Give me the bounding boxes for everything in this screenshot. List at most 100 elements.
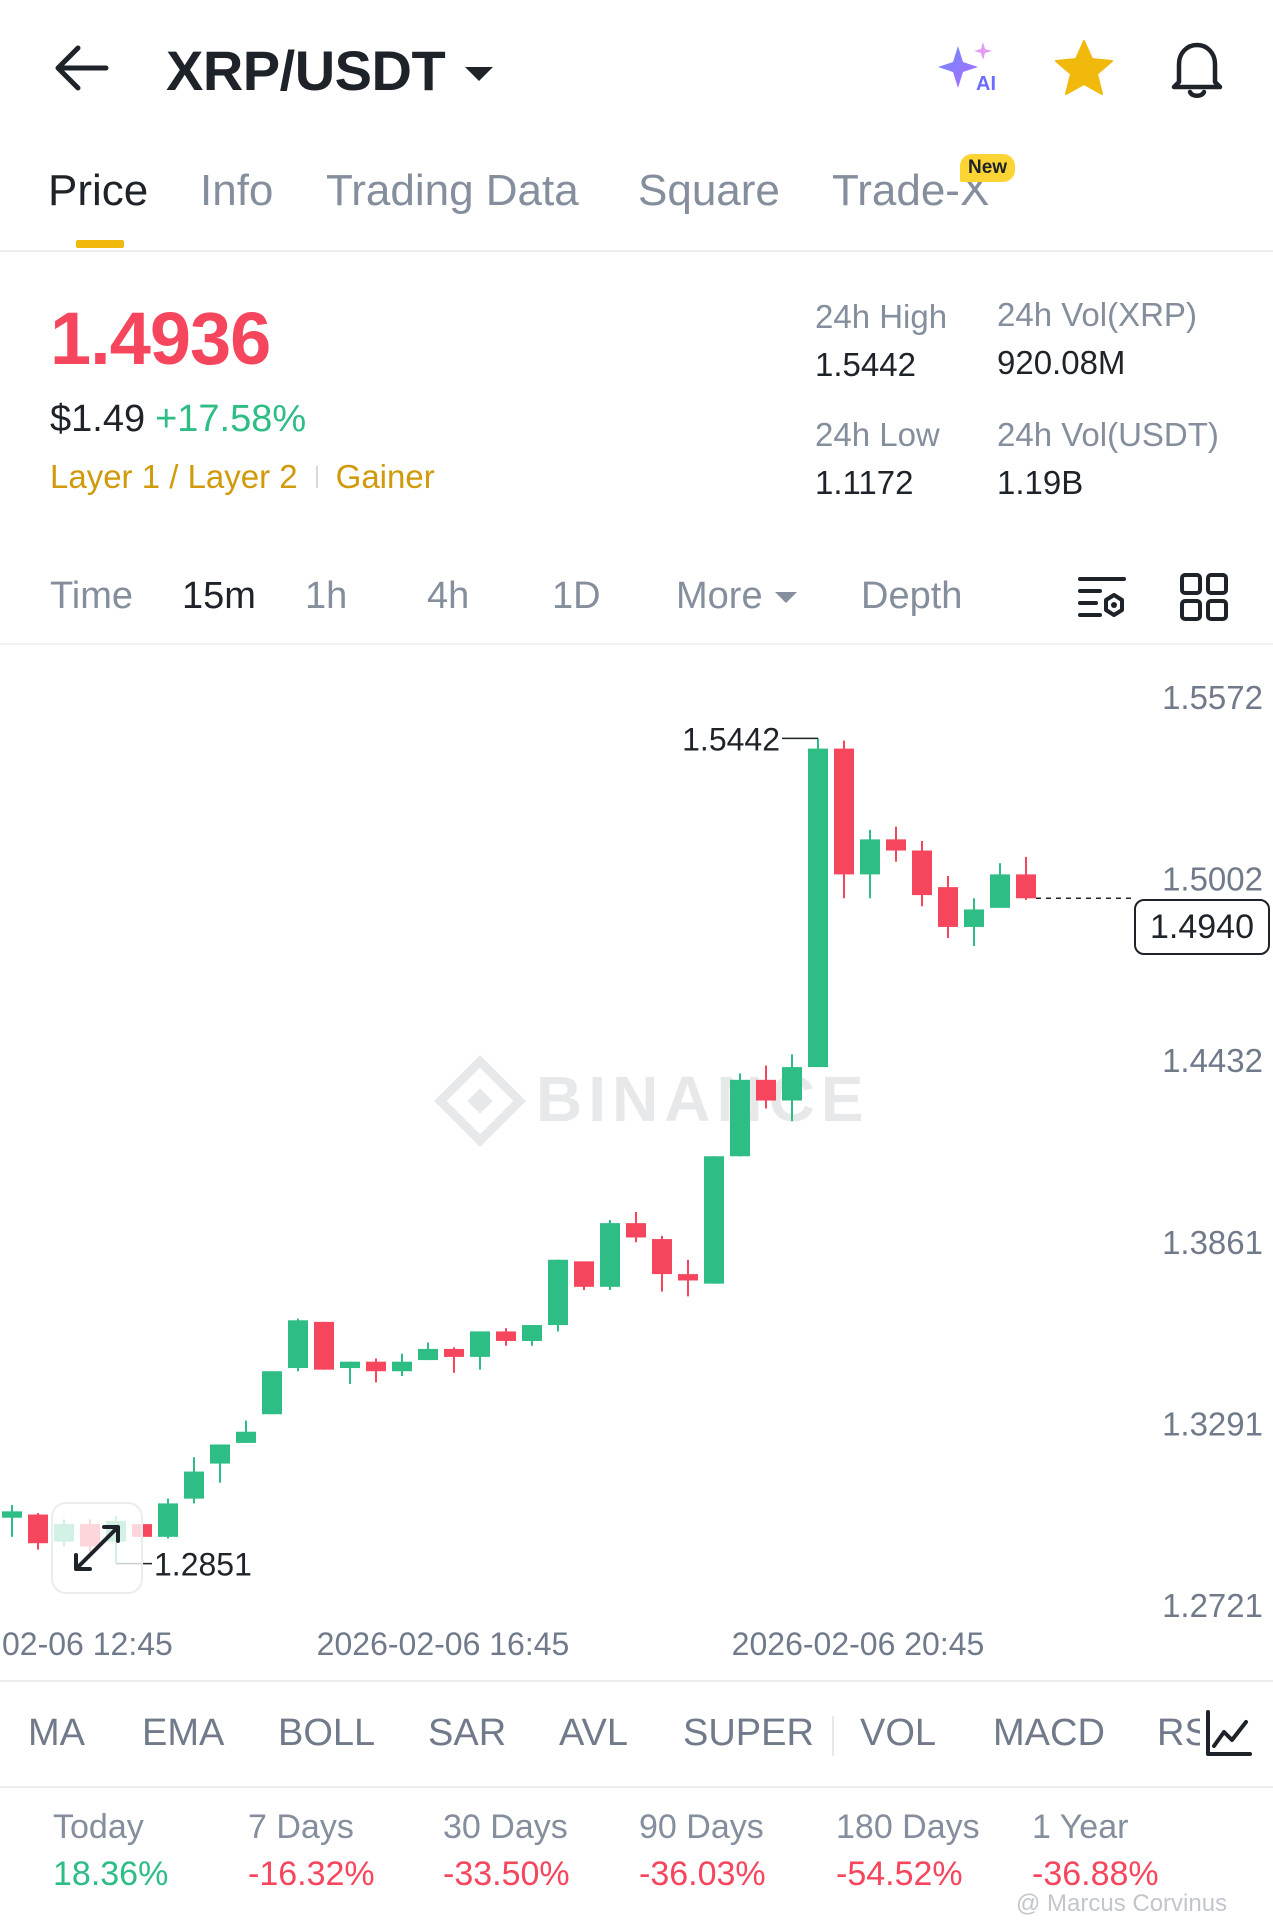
interval-depth[interactable]: Depth: [861, 575, 963, 617]
chart-canvas[interactable]: BINANCE 1.55721.50021.44321.38611.32911.…: [0, 645, 1273, 1675]
candle-body: [678, 1274, 698, 1281]
stat-label: 24h Vol(XRP): [997, 296, 1197, 333]
indicator-chart-icon[interactable]: [1200, 1706, 1256, 1762]
candle-body: [808, 748, 828, 1068]
interval-bar: Time 15m 1h 4h 1D More Depth: [0, 555, 1273, 645]
high-marker-label: 1.5442: [682, 721, 780, 757]
indicator-ema[interactable]: EMA: [142, 1712, 225, 1754]
stat-label: 24h Vol(USDT): [997, 416, 1219, 453]
candle-body: [28, 1514, 48, 1544]
ai-sparkle-icon[interactable]: AI: [936, 36, 1000, 100]
low-marker-label: 1.2851: [154, 1547, 252, 1583]
current-price-tag: 1.4940: [1134, 899, 1270, 955]
usd-price-row: $1.49 +17.58%: [50, 398, 306, 441]
price-axis: 1.5572 1.5002 1.4432 1.3861 1.3291 1.2721: [1162, 679, 1263, 1624]
candle-body: [782, 1067, 802, 1101]
stat-value: 1.5442: [815, 346, 916, 383]
x-tick-label: 2026-02-06 20:45: [732, 1626, 985, 1662]
fullscreen-toggle[interactable]: [51, 1502, 143, 1594]
indicator-vol[interactable]: VOL: [860, 1712, 937, 1754]
tag-gainer[interactable]: Gainer: [335, 458, 435, 495]
candle-body: [314, 1321, 334, 1370]
candlestick-chart[interactable]: BINANCE 1.5572 1.5002 1.4432 1.3861 1.3291 1.…: [0, 645, 1273, 1675]
interval-time[interactable]: Time: [50, 575, 134, 617]
new-badge: New: [960, 154, 1016, 182]
stat-label: 24h High: [815, 298, 948, 335]
candle-body: [158, 1503, 178, 1537]
y-tick-label: 1.5572: [1162, 679, 1263, 716]
candle-body: [652, 1239, 672, 1275]
perf-value: -36.03%: [639, 1855, 766, 1893]
y-tick-label: 1.3861: [1162, 1224, 1263, 1261]
pair-title: XRP/USDT: [166, 39, 446, 102]
candle-body: [886, 839, 906, 851]
indicator-boll[interactable]: BOLL: [278, 1712, 376, 1754]
indicator-bar: MA EMA BOLL SAR AVL SUPER VOL MACD RS: [0, 1680, 1273, 1788]
back-arrow-icon[interactable]: [50, 40, 110, 96]
usd-price: $1.49: [50, 398, 146, 440]
candle-body: [860, 839, 880, 875]
candle-body: [548, 1259, 568, 1326]
candle-body: [418, 1348, 438, 1361]
pair-selector[interactable]: XRP/USDT: [166, 38, 494, 103]
perf-value: -36.88%: [1032, 1855, 1159, 1893]
bell-icon[interactable]: [1165, 36, 1229, 100]
candle-body: [340, 1361, 360, 1369]
tab-square[interactable]: Square: [638, 166, 780, 215]
candle-body: [262, 1371, 282, 1415]
indicator-super[interactable]: SUPER: [683, 1712, 814, 1754]
indicator-divider: [832, 1716, 834, 1756]
perf-value: -33.50%: [443, 1855, 570, 1893]
chevron-down-icon: [774, 592, 797, 604]
ai-badge-text: AI: [976, 73, 996, 95]
perf-value: -16.32%: [248, 1855, 375, 1893]
interval-15m[interactable]: 15m: [182, 575, 256, 617]
interval-more[interactable]: More: [676, 575, 797, 618]
y-tick-label: 1.3291: [1162, 1405, 1263, 1442]
tab-info[interactable]: Info: [200, 166, 274, 215]
candle-body: [704, 1156, 724, 1284]
candle-body: [444, 1348, 464, 1357]
indicator-ma[interactable]: MA: [28, 1712, 85, 1754]
stat-label: 24h Low: [815, 416, 940, 453]
stat-value: 920.08M: [997, 344, 1126, 381]
x-tick-label: 2026-02-06 16:45: [317, 1626, 570, 1662]
grid-layout-icon[interactable]: [1176, 569, 1232, 625]
tab-trading-data[interactable]: Trading Data: [326, 166, 579, 215]
candle-body: [288, 1320, 308, 1369]
x-tick-label: 02-06 12:45: [2, 1626, 173, 1662]
indicator-avl[interactable]: AVL: [559, 1712, 629, 1754]
interval-more-label: More: [676, 575, 763, 617]
candle-body: [574, 1261, 594, 1287]
candle-body: [964, 909, 984, 927]
candle-body: [730, 1079, 750, 1157]
tab-price[interactable]: Price: [48, 166, 149, 215]
candle-body: [2, 1511, 22, 1518]
stat-value: 1.1172: [815, 464, 914, 501]
candle-body: [600, 1223, 620, 1287]
interval-4h[interactable]: 4h: [427, 575, 470, 617]
watermark-text: BINANCE: [536, 1063, 870, 1135]
candle-body: [626, 1223, 646, 1238]
tag-row: Layer 1 / Layer 2 Gainer: [50, 458, 435, 496]
perf-today: Today 18.36%: [53, 1808, 168, 1894]
y-tick-label: 1.2721: [1162, 1587, 1263, 1624]
stat-24h-vol-quote: 24h Vol(USDT) 1.19B: [997, 416, 1219, 502]
tag-layer[interactable]: Layer 1 / Layer 2: [50, 458, 298, 495]
candle-body: [210, 1444, 230, 1464]
interval-1h[interactable]: 1h: [305, 575, 348, 617]
binance-watermark: BINANCE: [434, 1055, 870, 1147]
interval-1d[interactable]: 1D: [552, 575, 601, 617]
indicator-macd[interactable]: MACD: [993, 1712, 1105, 1754]
caret-down-icon: [465, 66, 494, 81]
candle-body: [522, 1325, 542, 1341]
indicator-sar[interactable]: SAR: [428, 1712, 507, 1754]
favorite-star-icon[interactable]: [1052, 36, 1116, 100]
perf-label: 90 Days: [639, 1808, 764, 1846]
last-price: 1.4936: [50, 297, 271, 380]
candle-body: [938, 887, 958, 927]
stat-24h-low: 24h Low 1.1172: [815, 416, 940, 502]
chart-settings-icon[interactable]: [1074, 569, 1130, 625]
time-axis: 02-06 12:45 2026-02-06 16:45 2026-02-06 20…: [2, 1626, 984, 1662]
active-tab-indicator: [76, 240, 124, 248]
